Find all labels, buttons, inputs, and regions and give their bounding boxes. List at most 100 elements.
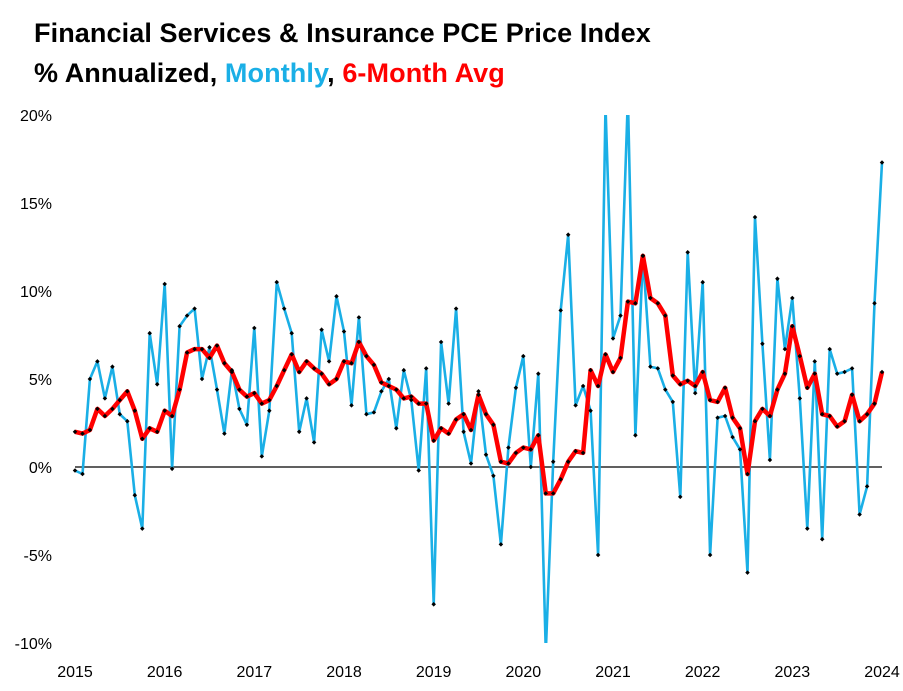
monthly-data-point (655, 366, 661, 371)
avg-data-point (857, 418, 862, 424)
monthly-data-point (707, 552, 713, 558)
avg-data-point (252, 390, 257, 396)
monthly-data-point (371, 410, 377, 415)
avg-data-point (737, 426, 743, 431)
avg-data-point (707, 397, 713, 403)
monthly-data-point (565, 232, 571, 237)
monthly-data-point (513, 385, 519, 391)
avg-data-point (663, 313, 668, 318)
avg-data-point (640, 253, 646, 259)
avg-data-point (767, 413, 773, 419)
monthly-data-point (304, 396, 309, 401)
monthly-data-point (872, 301, 877, 306)
legend-6-month-avg-label: 6-Month Avg (342, 58, 505, 88)
avg-data-point (603, 352, 608, 357)
monthly-data-point (267, 408, 272, 413)
avg-data-point (319, 371, 324, 376)
monthly-data-point (819, 536, 825, 542)
avg-data-point (334, 376, 339, 382)
avg-data-point (214, 343, 220, 348)
monthly-data-point (521, 353, 526, 359)
monthly-data-point (752, 214, 758, 220)
monthly-data-point (319, 327, 324, 332)
monthly-data-point (558, 308, 563, 313)
avg-data-point (745, 471, 750, 477)
avg-data-point (655, 301, 661, 306)
y-axis-ticks: -10% -5% 0% 5% 10% 15% 20% (15, 108, 52, 653)
avg-data-point (379, 380, 384, 385)
monthly-data-point (864, 484, 870, 489)
y-tick-label: -5% (24, 548, 52, 565)
monthly-data-point (648, 364, 653, 369)
avg-data-point (408, 394, 414, 399)
avg-data-point (125, 389, 130, 394)
avg-data-point (633, 301, 638, 306)
avg-data-point (805, 385, 810, 391)
x-tick-label: 2020 (506, 664, 542, 681)
monthly-data-point (805, 526, 810, 531)
x-tick-label: 2024 (864, 664, 900, 681)
monthly-data-point (169, 466, 175, 472)
avg-data-point (618, 355, 623, 361)
avg-data-point (677, 381, 683, 387)
monthly-data-point (147, 330, 152, 336)
monthly-data-point (842, 369, 847, 375)
avg-data-point (872, 401, 877, 406)
avg-data-point (199, 346, 205, 352)
monthly-data-point (737, 447, 743, 452)
monthly-data-point (394, 426, 399, 431)
monthly-data-point (543, 649, 548, 654)
y-tick-label: -10% (15, 636, 52, 653)
monthly-data-point (626, 95, 631, 100)
monthly-data-point (446, 401, 451, 406)
monthly-data-point (192, 306, 197, 311)
avg-data-point (595, 383, 601, 389)
avg-data-point (446, 431, 451, 436)
monthly-data-point (154, 382, 160, 387)
monthly-data-point (274, 279, 279, 285)
x-axis-ticks: 2015 2016 2017 2018 2019 2020 2021 2022 2023 2024 (57, 664, 900, 681)
avg-data-point (416, 401, 421, 406)
monthly-data-point (132, 492, 138, 498)
x-tick-label: 2017 (237, 664, 273, 681)
monthly-data-point (715, 415, 720, 420)
avg-data-point (670, 373, 676, 378)
monthly-data-point (700, 279, 705, 285)
x-tick-label: 2022 (685, 664, 721, 681)
plot-area (72, 95, 885, 654)
avg-data-point (842, 418, 847, 424)
avg-data-point (326, 382, 332, 387)
avg-data-point (565, 459, 571, 464)
monthly-data-point (506, 445, 511, 450)
avg-data-point (259, 401, 265, 406)
avg-data-point (610, 369, 616, 375)
avg-data-point (543, 491, 548, 496)
avg-data-point (573, 448, 578, 454)
monthly-data-point (184, 313, 190, 318)
avg-data-point (177, 387, 182, 392)
monthly-data-point (573, 403, 578, 408)
avg-data-point (790, 323, 795, 329)
avg-data-point (588, 367, 593, 373)
x-tick-label: 2016 (147, 664, 183, 681)
monthly-data-point (685, 250, 690, 255)
avg-data-point (513, 450, 519, 456)
avg-data-point (281, 367, 287, 373)
monthly-data-point (879, 160, 885, 165)
avg-data-point (528, 447, 534, 452)
monthly-data-point (453, 306, 459, 311)
series-monthly-line (74, 115, 884, 643)
monthly-data-point (356, 315, 362, 320)
avg-data-point (700, 369, 705, 375)
y-tick-label: 20% (20, 108, 52, 125)
avg-data-point (558, 477, 563, 482)
avg-data-point (685, 378, 690, 384)
series-6-month-avg-points (72, 253, 885, 496)
monthly-data-point (595, 552, 601, 558)
monthly-data-point (580, 383, 586, 389)
avg-data-point (521, 445, 526, 450)
legend-monthly-label: Monthly (224, 58, 328, 88)
avg-data-point (207, 355, 212, 361)
chart-title: Financial Services & Insurance PCE Price… (34, 18, 651, 48)
monthly-data-point (214, 387, 220, 392)
